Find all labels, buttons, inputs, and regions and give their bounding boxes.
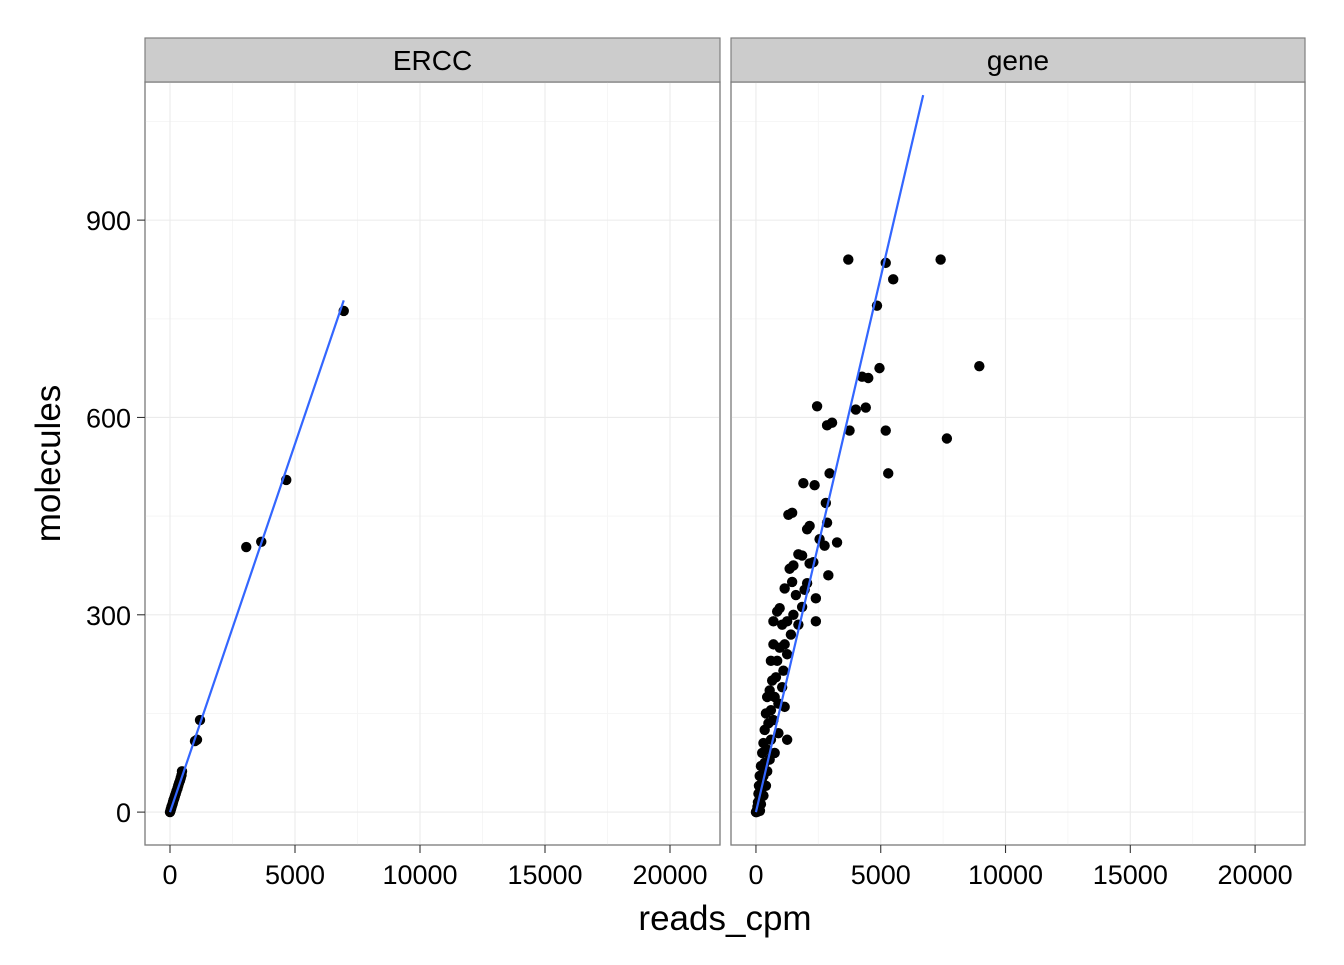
data-point	[760, 708, 772, 719]
data-point	[781, 734, 793, 745]
data-point	[880, 425, 891, 436]
facet-strip	[730, 37, 1306, 83]
data-point	[790, 589, 802, 601]
data-point	[241, 541, 252, 553]
data-point	[776, 619, 788, 630]
x-tick-label: 15000	[1093, 860, 1168, 890]
data-point	[843, 254, 854, 265]
y-tick-label: 600	[86, 403, 131, 433]
data-point	[810, 616, 822, 627]
data-point	[781, 649, 793, 660]
y-axis-title: molecules	[29, 385, 68, 543]
data-point	[771, 606, 783, 617]
data-point	[809, 480, 820, 491]
data-point	[779, 583, 790, 594]
data-point	[811, 401, 823, 412]
y-tick-label: 300	[86, 601, 131, 631]
x-tick-label: 0	[748, 860, 763, 890]
data-point	[786, 576, 798, 588]
data-point	[941, 433, 953, 444]
data-point	[801, 524, 813, 535]
panel-background	[144, 81, 721, 846]
data-point	[856, 371, 868, 382]
data-point	[756, 747, 768, 759]
data-point	[788, 609, 799, 620]
data-point	[974, 360, 985, 372]
facet-strip-label: ERCC	[393, 45, 472, 76]
panel-ercc: ERCC 0 5000 10000 15000 20000	[144, 37, 721, 890]
x-tick-label: 20000	[1218, 860, 1293, 890]
data-point	[759, 724, 770, 736]
data-point	[784, 563, 795, 574]
data-point	[874, 362, 885, 374]
data-point	[860, 402, 871, 413]
fit-line	[754, 94, 925, 813]
data-point	[844, 425, 855, 436]
data-point	[761, 691, 773, 703]
x-tick-label: 5000	[265, 860, 325, 890]
x-tick-label: 10000	[382, 860, 457, 890]
y-tick-label: 0	[116, 798, 131, 828]
x-tick-label: 5000	[851, 860, 911, 890]
x-tick-label: 20000	[632, 860, 707, 890]
data-point	[819, 540, 830, 551]
y-tick-label: 900	[86, 206, 131, 236]
data-point	[766, 675, 778, 686]
data-point	[768, 616, 779, 627]
data-point	[831, 537, 843, 548]
data-point	[821, 420, 833, 431]
panel-gene: gene 0 5000 10000 15000 20000	[730, 37, 1306, 890]
fit-line	[168, 300, 345, 813]
data-point	[810, 593, 822, 604]
panel-background	[730, 81, 1306, 846]
data-point	[850, 404, 861, 415]
facet-strip-label: gene	[987, 45, 1049, 76]
facet-strip	[144, 37, 721, 83]
data-point	[793, 549, 804, 560]
data-point	[785, 629, 797, 640]
data-point	[883, 468, 894, 479]
data-point	[778, 665, 789, 676]
data-point	[823, 570, 834, 581]
data-point	[888, 274, 899, 285]
x-tick-label: 15000	[507, 860, 582, 890]
x-axis-title: reads_cpm	[638, 899, 811, 938]
x-tick-label: 0	[162, 860, 177, 890]
data-point	[935, 254, 946, 265]
data-point	[783, 509, 794, 521]
data-point	[768, 639, 779, 650]
data-point	[765, 655, 777, 667]
x-tick-label: 10000	[968, 860, 1043, 890]
data-point	[824, 468, 835, 479]
data-point	[798, 478, 809, 489]
